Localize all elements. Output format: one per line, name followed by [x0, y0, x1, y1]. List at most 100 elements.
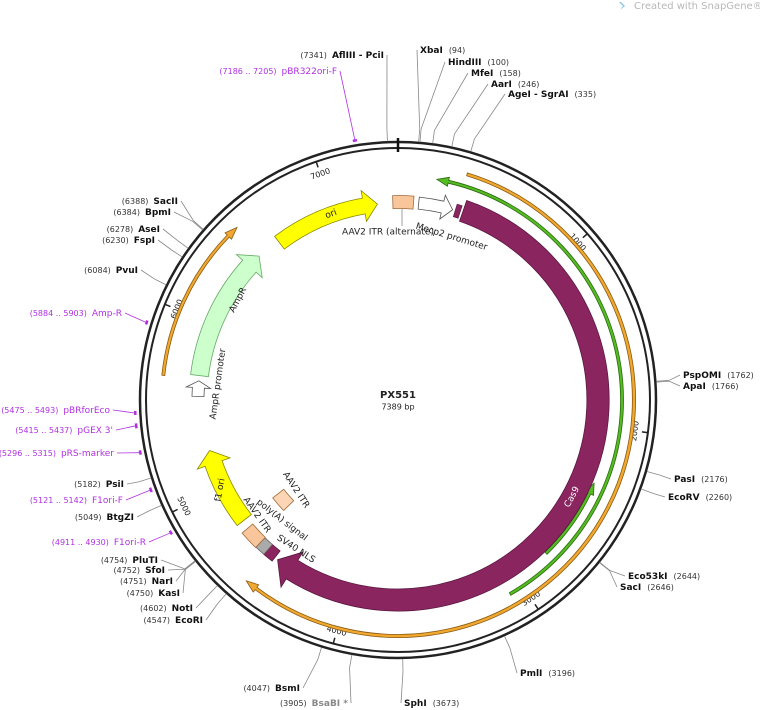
site-label: (4751) NarI: [120, 577, 173, 587]
site-name: NarI: [152, 577, 173, 587]
feature: [272, 488, 295, 512]
site-name: NotI: [172, 604, 193, 614]
site-position: (246): [518, 80, 540, 89]
primer-leader: [124, 312, 146, 323]
site-tick: [432, 130, 435, 144]
site-position: (4547): [143, 616, 170, 625]
feature: [392, 195, 415, 210]
site-position: (4752): [113, 566, 140, 575]
plasmid-length: 7389 bp: [381, 403, 414, 412]
site-tick: [184, 560, 196, 570]
site-name: PspOMI: [683, 371, 721, 381]
site-leader: [160, 559, 185, 570]
site-label: XbaI (94): [420, 46, 465, 56]
site-name: AflIII - PciI: [332, 51, 384, 61]
site-tick: [599, 562, 610, 572]
site-position: (4750): [127, 589, 154, 598]
site-tick: [349, 654, 353, 668]
site-tick: [193, 220, 204, 230]
site-label: (6278) AseI: [107, 225, 160, 235]
site-position: (7341): [300, 51, 327, 60]
site-position: (3905): [280, 699, 307, 708]
site-label: (3905) BsaBI *: [280, 699, 348, 709]
site-position: (3673): [433, 699, 460, 708]
site-label: (4547) EcoRI: [143, 616, 203, 626]
site-label: (4754) PluTI: [101, 556, 158, 566]
site-label: PmlI (3196): [520, 669, 575, 679]
site-name: SphI: [404, 699, 427, 709]
site-tick: [177, 240, 189, 249]
site-leader: [205, 603, 218, 621]
site-label: (4047) BsmI: [243, 684, 300, 694]
primer-range: (5296 .. 5315): [0, 449, 56, 458]
site-name: AgeI - SgrAI: [508, 90, 569, 100]
primer-name: pGEX 3': [77, 426, 113, 436]
site-position: (6084): [84, 266, 111, 275]
site-name: FspI: [134, 236, 155, 246]
site-name: PmlI: [520, 669, 542, 679]
site-label: SphI (3673): [404, 699, 459, 709]
feature: [277, 199, 610, 612]
feature: [417, 194, 454, 220]
feature: [196, 450, 252, 527]
feature-mark: [452, 203, 463, 219]
site-name: PluTI: [132, 556, 158, 566]
site-leader: [400, 671, 404, 704]
site-label: (6230) FspI: [102, 236, 155, 246]
ring-tick: [534, 603, 539, 610]
site-name: SfoI: [145, 566, 165, 576]
ring-tick: [641, 431, 648, 434]
site-label: SacI (2646): [620, 583, 674, 593]
site-name: KasI: [158, 589, 180, 599]
site-leader: [167, 568, 186, 571]
site-label: (5049) BtgZI: [75, 513, 134, 523]
primer-label: (5475 .. 5493) pBRforEco: [1, 406, 110, 416]
site-tick: [418, 128, 421, 142]
primer-label: (4911 .. 4930) F1ori-R: [52, 538, 146, 548]
site-label: ApaI (1766): [683, 382, 738, 392]
site-leader: [162, 228, 178, 241]
site-name: PsiI: [106, 480, 124, 490]
primer-name: F1ori-R: [114, 538, 146, 548]
site-position: (6384): [113, 208, 140, 217]
primer: [148, 487, 153, 493]
primer-label: (7186 .. 7205) pBR322ori-F: [219, 67, 337, 77]
site-label: (5182) PsiI: [74, 480, 124, 490]
site-tick: [208, 585, 218, 596]
primer-range: (4911 .. 4930): [52, 538, 109, 547]
site-name: HindIII: [448, 58, 482, 68]
ring-tick: [315, 161, 319, 168]
site-leader: [175, 569, 186, 582]
primer: [134, 423, 138, 429]
site-label: MfeI (158): [471, 69, 521, 79]
site-name: SacII: [153, 197, 178, 207]
site-leader: [653, 493, 666, 498]
ring-tick-label: 2000: [629, 420, 641, 441]
site-leader: [302, 659, 319, 689]
site-leader: [126, 481, 139, 485]
site-tick: [317, 647, 322, 660]
site-label: AgeI - SgrAI (335): [508, 90, 596, 100]
site-tick: [386, 128, 388, 142]
feature: [190, 254, 263, 378]
site-position: (94): [449, 46, 465, 55]
site-leader: [136, 510, 150, 518]
plasmid-name: PX551: [380, 390, 416, 401]
orf-arc: [245, 172, 636, 638]
site-name: PasI: [674, 475, 695, 485]
site-leader: [659, 474, 672, 480]
site-position: (4602): [140, 604, 167, 613]
site-name: AarI: [491, 80, 512, 90]
snapgene-icon: [619, 2, 625, 10]
ring-tick: [171, 508, 178, 513]
site-label: (6388) SacII: [122, 197, 178, 207]
site-label: HindIII (100): [448, 58, 509, 68]
primer-name: pBRforEco: [63, 406, 110, 416]
site-position: (4751): [120, 577, 147, 586]
site-position: (5049): [75, 513, 102, 522]
primer-range: (5475 .. 5493): [1, 406, 58, 415]
primer-leader: [115, 425, 136, 431]
site-leader: [157, 239, 172, 251]
site-label: (6084) PvuI: [84, 266, 138, 276]
site-name: PvuI: [116, 266, 138, 276]
